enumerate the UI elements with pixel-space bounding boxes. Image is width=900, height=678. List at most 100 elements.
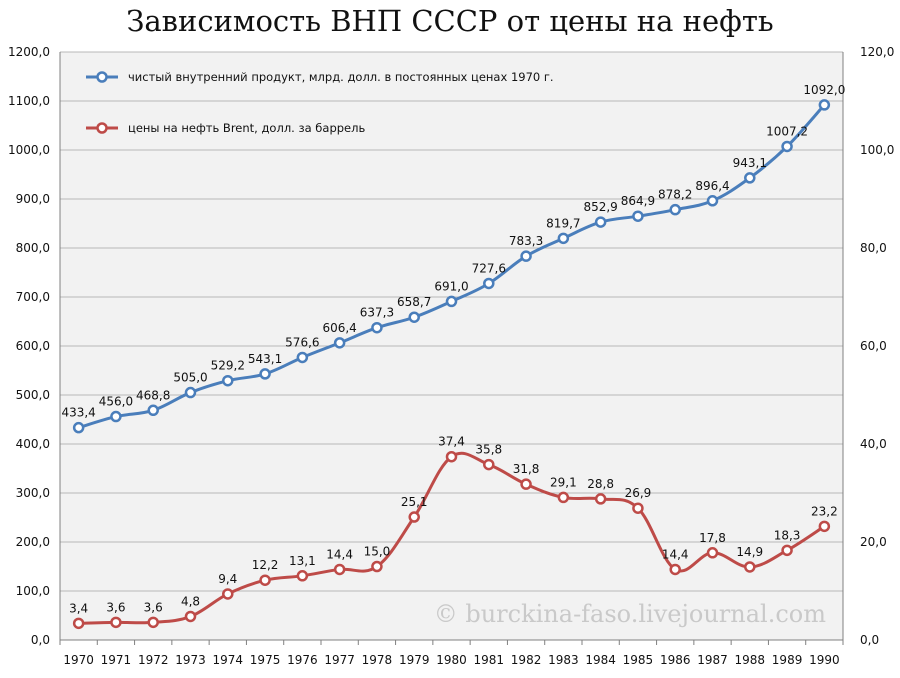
data-point	[520, 478, 532, 490]
x-axis-tick-label: 1990	[809, 653, 840, 667]
data-point	[110, 410, 122, 423]
data-point	[110, 616, 122, 629]
data-label: 1007,2	[766, 124, 808, 138]
x-axis-tick-label: 1973	[175, 653, 206, 667]
x-axis-tick-label: 1977	[324, 653, 355, 667]
legend-label: цены на нефть Brent, долл. за баррель	[128, 121, 365, 135]
data-point	[632, 502, 644, 514]
x-axis-tick-label: 1981	[474, 653, 505, 667]
data-point	[706, 547, 719, 559]
left-axis-tick-label: 1000,0	[8, 143, 50, 157]
data-point	[147, 616, 159, 629]
data-label: 28,8	[587, 477, 614, 491]
left-axis-tick-label: 700,0	[16, 290, 50, 304]
data-label: 468,8	[136, 388, 170, 402]
data-point	[818, 520, 831, 533]
data-label: 14,9	[736, 545, 763, 559]
data-label: 29,1	[550, 475, 577, 489]
data-label: 727,6	[472, 261, 506, 275]
left-axis-tick-label: 600,0	[16, 339, 50, 353]
x-axis-tick-label: 1971	[101, 653, 132, 667]
data-point	[333, 337, 346, 349]
left-axis-tick-label: 100,0	[16, 584, 50, 598]
x-axis-tick-label: 1985	[623, 653, 654, 667]
data-label: 658,7	[397, 295, 431, 309]
data-label: 456,0	[99, 395, 133, 409]
data-label: 31,8	[513, 462, 540, 476]
left-axis-tick-label: 0,0	[31, 633, 50, 647]
data-label: 896,4	[695, 179, 729, 193]
data-point	[706, 195, 719, 207]
legend-marker	[96, 122, 108, 134]
data-point	[669, 203, 681, 216]
data-label: 37,4	[438, 435, 465, 449]
data-label: 26,9	[625, 486, 652, 500]
data-label: 1092,0	[803, 83, 845, 97]
data-label: 852,9	[583, 200, 617, 214]
data-point	[222, 374, 234, 387]
x-axis-tick-label: 1980	[436, 653, 467, 667]
data-label: 4,8	[181, 594, 200, 608]
right-axis-tick-label: 80,0	[860, 241, 887, 255]
data-point	[296, 351, 309, 364]
data-point	[259, 574, 271, 586]
x-axis-tick-label: 1983	[548, 653, 579, 667]
data-point	[632, 210, 644, 222]
x-axis-tick-label: 1978	[362, 653, 393, 667]
data-point	[72, 421, 85, 434]
data-label: 13,1	[289, 554, 316, 568]
data-point	[296, 570, 309, 582]
legend-label: чистый внутренний продукт, млрд. долл. в…	[128, 70, 554, 84]
data-label: 637,3	[360, 306, 394, 320]
data-point	[594, 216, 607, 228]
legend-marker	[96, 71, 108, 83]
x-axis-tick-label: 1974	[213, 653, 244, 667]
data-label: 15,0	[364, 545, 391, 559]
left-axis-tick-label: 900,0	[16, 192, 50, 206]
x-axis-tick-label: 1975	[250, 653, 281, 667]
data-point	[520, 250, 532, 262]
data-label: 864,9	[621, 194, 655, 208]
data-label: 543,1	[248, 352, 282, 366]
data-label: 691,0	[434, 279, 468, 293]
chart-title: Зависимость ВНП СССР от цены на нефть	[126, 4, 774, 38]
data-point	[818, 99, 831, 111]
data-label: 14,4	[326, 547, 353, 561]
right-axis-tick-label: 100,0	[860, 143, 894, 157]
data-label: 943,1	[733, 156, 767, 170]
data-point	[781, 544, 793, 557]
data-label: 23,2	[811, 504, 838, 518]
data-point	[557, 232, 570, 245]
data-point	[147, 404, 159, 417]
right-axis-tick-label: 0,0	[860, 633, 879, 647]
left-axis-tick-label: 1200,0	[8, 45, 50, 59]
data-label: 18,3	[774, 528, 801, 542]
x-axis-tick-label: 1989	[772, 653, 803, 667]
data-label: 576,6	[285, 335, 319, 349]
data-point	[408, 311, 420, 323]
data-label: 9,4	[218, 572, 237, 586]
x-axis-tick-label: 1976	[287, 653, 318, 667]
data-point	[594, 493, 607, 505]
x-axis-tick-label: 1972	[138, 653, 169, 667]
data-label: 505,0	[173, 371, 207, 385]
data-label: 433,4	[61, 406, 95, 420]
data-point	[669, 563, 681, 576]
right-axis-tick-label: 20,0	[860, 535, 887, 549]
data-point	[557, 491, 570, 504]
data-point	[744, 172, 756, 184]
x-axis-tick-label: 1987	[697, 653, 728, 667]
left-axis-tick-label: 200,0	[16, 535, 50, 549]
right-axis-tick-label: 40,0	[860, 437, 887, 451]
data-point	[184, 386, 197, 399]
x-axis-tick-label: 1979	[399, 653, 430, 667]
data-label: 819,7	[546, 216, 580, 230]
left-axis-tick-label: 500,0	[16, 388, 50, 402]
data-point	[408, 511, 420, 523]
data-label: 17,8	[699, 531, 726, 545]
watermark: © burckina-faso.livejournal.com	[434, 600, 827, 628]
data-label: 3,4	[69, 601, 88, 615]
data-label: 606,4	[322, 321, 356, 335]
x-axis-tick-label: 1970	[63, 653, 94, 667]
